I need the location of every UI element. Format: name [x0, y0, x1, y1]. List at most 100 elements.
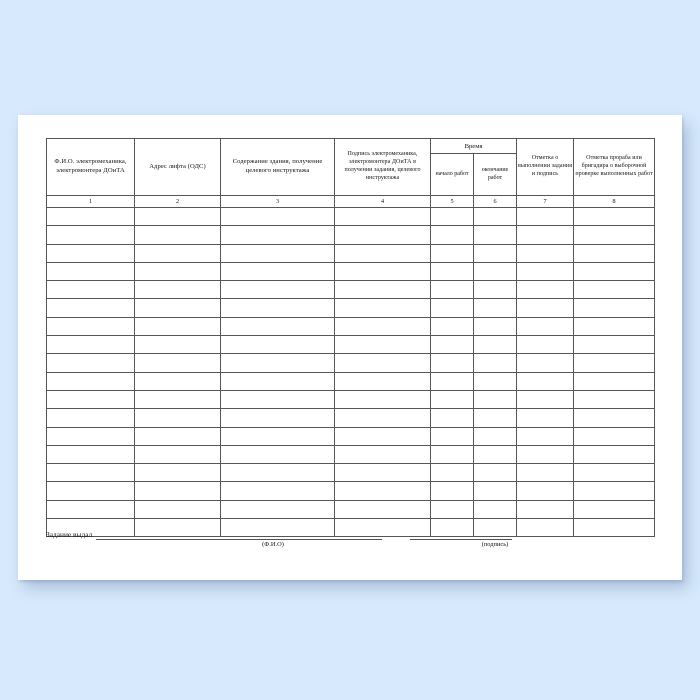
table-cell[interactable]	[430, 463, 474, 483]
table-cell[interactable]	[472, 463, 518, 483]
table-cell[interactable]	[516, 298, 575, 318]
table-cell[interactable]	[46, 408, 135, 428]
table-cell[interactable]	[573, 518, 656, 538]
table-cell[interactable]	[220, 316, 335, 337]
table-cell[interactable]	[430, 426, 474, 446]
table-cell[interactable]	[220, 280, 335, 300]
table-cell[interactable]	[220, 261, 335, 282]
table-cell[interactable]	[430, 371, 474, 391]
table-cell[interactable]	[573, 316, 656, 337]
table-cell[interactable]	[220, 389, 335, 410]
table-cell[interactable]	[334, 243, 431, 263]
table-cell[interactable]	[46, 499, 135, 520]
table-cell[interactable]	[134, 206, 221, 227]
table-cell[interactable]	[430, 261, 474, 282]
table-cell[interactable]	[134, 371, 221, 391]
table-cell[interactable]	[516, 408, 575, 428]
table-cell[interactable]	[573, 225, 656, 245]
table-cell[interactable]	[220, 206, 335, 227]
table-cell[interactable]	[334, 499, 431, 520]
table-cell[interactable]	[46, 389, 135, 410]
table-cell[interactable]	[516, 371, 575, 391]
table-cell[interactable]	[573, 243, 656, 263]
table-cell[interactable]	[220, 408, 335, 428]
table-cell[interactable]	[573, 463, 656, 483]
table-cell[interactable]	[472, 298, 518, 318]
table-cell[interactable]	[46, 353, 135, 373]
table-cell[interactable]	[46, 243, 135, 263]
table-cell[interactable]	[134, 316, 221, 337]
table-cell[interactable]	[573, 335, 656, 355]
table-cell[interactable]	[430, 353, 474, 373]
table-cell[interactable]	[46, 298, 135, 318]
table-cell[interactable]	[334, 225, 431, 245]
table-cell[interactable]	[516, 316, 575, 337]
table-cell[interactable]	[220, 426, 335, 446]
table-cell[interactable]	[472, 335, 518, 355]
table-cell[interactable]	[472, 426, 518, 446]
table-cell[interactable]	[430, 481, 474, 501]
table-cell[interactable]	[516, 481, 575, 501]
table-cell[interactable]	[516, 463, 575, 483]
table-cell[interactable]	[472, 243, 518, 263]
table-cell[interactable]	[220, 499, 335, 520]
table-cell[interactable]	[430, 408, 474, 428]
table-cell[interactable]	[472, 408, 518, 428]
table-cell[interactable]	[516, 206, 575, 227]
table-cell[interactable]	[334, 426, 431, 446]
table-cell[interactable]	[472, 261, 518, 282]
table-cell[interactable]	[134, 335, 221, 355]
table-cell[interactable]	[46, 316, 135, 337]
table-cell[interactable]	[430, 206, 474, 227]
table-cell[interactable]	[472, 280, 518, 300]
table-cell[interactable]	[573, 371, 656, 391]
table-cell[interactable]	[430, 389, 474, 410]
table-cell[interactable]	[334, 408, 431, 428]
table-cell[interactable]	[516, 225, 575, 245]
table-cell[interactable]	[134, 444, 221, 465]
table-cell[interactable]	[220, 225, 335, 245]
table-cell[interactable]	[573, 298, 656, 318]
table-cell[interactable]	[430, 335, 474, 355]
table-cell[interactable]	[46, 481, 135, 501]
table-cell[interactable]	[516, 261, 575, 282]
table-cell[interactable]	[220, 444, 335, 465]
table-cell[interactable]	[220, 298, 335, 318]
table-cell[interactable]	[334, 316, 431, 337]
table-cell[interactable]	[516, 389, 575, 410]
table-cell[interactable]	[46, 206, 135, 227]
table-cell[interactable]	[472, 225, 518, 245]
table-cell[interactable]	[472, 444, 518, 465]
table-cell[interactable]	[430, 298, 474, 318]
table-cell[interactable]	[573, 444, 656, 465]
table-cell[interactable]	[516, 499, 575, 520]
table-cell[interactable]	[334, 481, 431, 501]
table-cell[interactable]	[46, 426, 135, 446]
table-cell[interactable]	[46, 225, 135, 245]
table-cell[interactable]	[573, 280, 656, 300]
table-cell[interactable]	[220, 335, 335, 355]
table-cell[interactable]	[472, 389, 518, 410]
table-cell[interactable]	[334, 463, 431, 483]
table-cell[interactable]	[573, 499, 656, 520]
table-cell[interactable]	[134, 298, 221, 318]
table-cell[interactable]	[573, 353, 656, 373]
table-cell[interactable]	[134, 353, 221, 373]
table-cell[interactable]	[430, 499, 474, 520]
table-cell[interactable]	[516, 280, 575, 300]
table-cell[interactable]	[573, 389, 656, 410]
table-cell[interactable]	[472, 499, 518, 520]
table-cell[interactable]	[334, 353, 431, 373]
table-cell[interactable]	[334, 261, 431, 282]
table-cell[interactable]	[430, 243, 474, 263]
table-cell[interactable]	[46, 280, 135, 300]
table-cell[interactable]	[430, 280, 474, 300]
table-cell[interactable]	[516, 353, 575, 373]
table-cell[interactable]	[220, 353, 335, 373]
table-cell[interactable]	[516, 335, 575, 355]
table-cell[interactable]	[134, 280, 221, 300]
table-cell[interactable]	[46, 371, 135, 391]
table-cell[interactable]	[220, 463, 335, 483]
table-cell[interactable]	[516, 444, 575, 465]
table-cell[interactable]	[220, 371, 335, 391]
